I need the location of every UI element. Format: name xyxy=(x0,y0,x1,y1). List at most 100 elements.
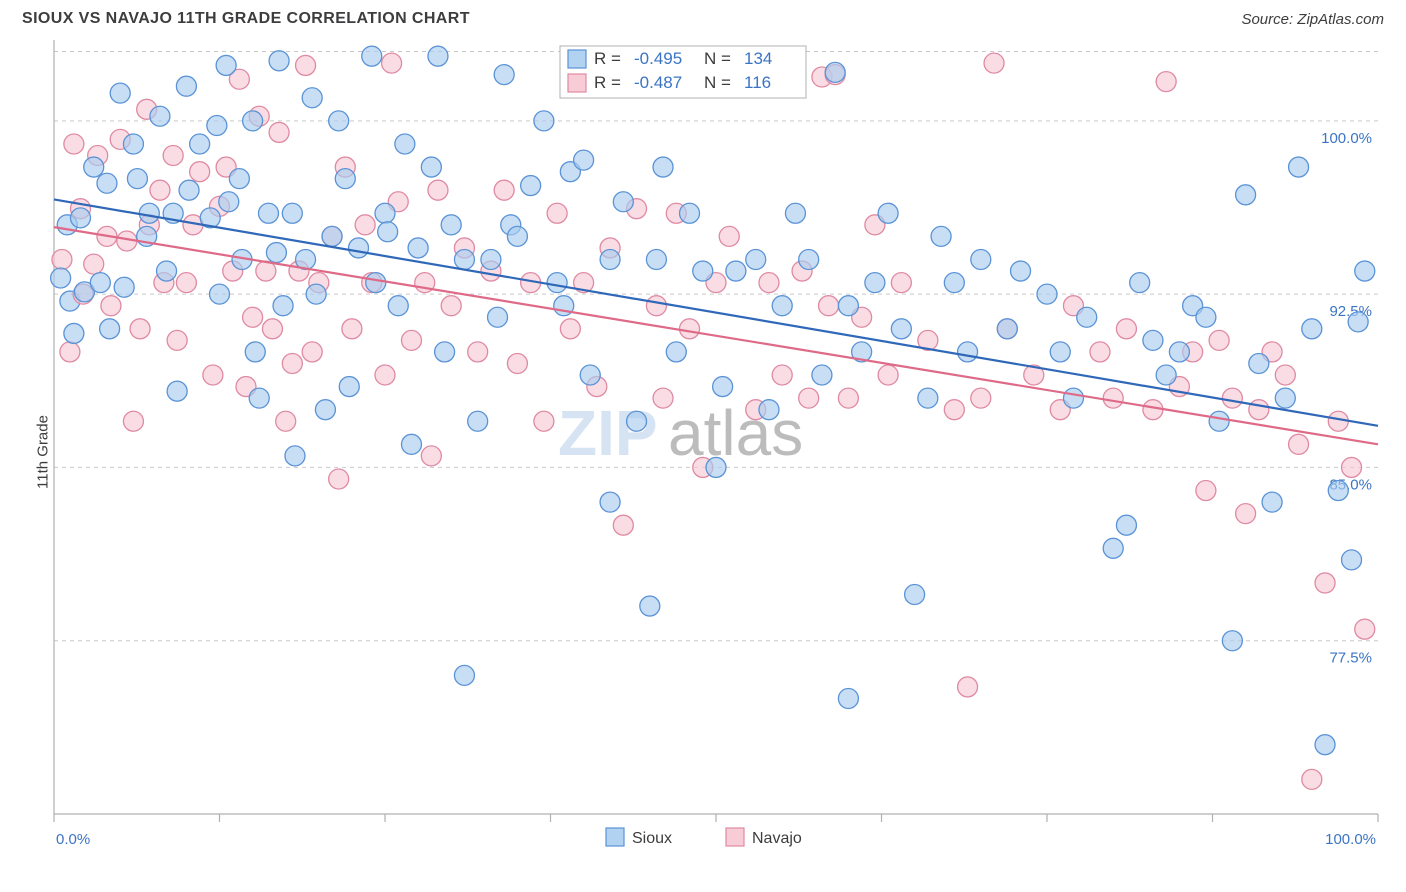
chart-title: SIOUX VS NAVAJO 11TH GRADE CORRELATION C… xyxy=(22,10,470,28)
scatter-point xyxy=(997,319,1017,339)
scatter-point xyxy=(1289,157,1309,177)
scatter-point xyxy=(646,249,666,269)
scatter-point xyxy=(266,243,286,263)
scatter-point xyxy=(382,53,402,73)
legend-swatch xyxy=(568,50,586,68)
scatter-point xyxy=(258,203,278,223)
scatter-point xyxy=(600,492,620,512)
scatter-point xyxy=(838,296,858,316)
legend-label: Navajo xyxy=(752,830,802,847)
scatter-point xyxy=(322,226,342,246)
scatter-point xyxy=(1143,330,1163,350)
scatter-point xyxy=(640,596,660,616)
scatter-point xyxy=(84,157,104,177)
scatter-point xyxy=(441,296,461,316)
scatter-point xyxy=(627,411,647,431)
scatter-point xyxy=(693,261,713,281)
scatter-point xyxy=(1275,365,1295,385)
scatter-point xyxy=(666,342,686,362)
scatter-point xyxy=(219,192,239,212)
scatter-point xyxy=(878,203,898,223)
scatter-point xyxy=(249,388,269,408)
x-tick-label: 100.0% xyxy=(1325,831,1376,848)
scatter-point xyxy=(1156,365,1176,385)
scatter-point xyxy=(395,134,415,154)
scatter-point xyxy=(179,180,199,200)
scatter-point xyxy=(1342,457,1362,477)
scatter-point xyxy=(481,249,501,269)
scatter-point xyxy=(123,411,143,431)
scatter-point xyxy=(339,377,359,397)
scatter-point xyxy=(139,203,159,223)
scatter-point xyxy=(302,342,322,362)
legend-stat: R = xyxy=(594,49,621,68)
scatter-point xyxy=(276,411,296,431)
scatter-point xyxy=(1302,319,1322,339)
scatter-point xyxy=(51,268,71,288)
scatter-point xyxy=(110,83,130,103)
scatter-point xyxy=(150,180,170,200)
scatter-point xyxy=(494,65,514,85)
scatter-point xyxy=(1050,342,1070,362)
scatter-point xyxy=(1156,72,1176,92)
svg-text:atlas: atlas xyxy=(668,397,803,469)
scatter-point xyxy=(150,106,170,126)
legend-label: Sioux xyxy=(632,830,672,847)
scatter-point xyxy=(958,342,978,362)
scatter-point xyxy=(1103,388,1123,408)
scatter-point xyxy=(891,319,911,339)
scatter-point xyxy=(1302,769,1322,789)
scatter-point xyxy=(1130,273,1150,293)
scatter-point xyxy=(1116,515,1136,535)
scatter-point xyxy=(580,365,600,385)
scatter-point xyxy=(262,319,282,339)
scatter-point xyxy=(435,342,455,362)
scatter-point xyxy=(100,319,120,339)
scatter-point xyxy=(282,203,302,223)
scatter-point xyxy=(799,388,819,408)
scatter-point xyxy=(507,353,527,373)
scatter-point xyxy=(428,46,448,66)
scatter-point xyxy=(468,411,488,431)
scatter-point xyxy=(342,319,362,339)
scatter-point xyxy=(971,249,991,269)
scatter-point xyxy=(1077,307,1097,327)
scatter-point xyxy=(1169,342,1189,362)
scatter-point xyxy=(1222,631,1242,651)
scatter-point xyxy=(190,162,210,182)
scatter-point xyxy=(680,203,700,223)
scatter-point xyxy=(52,249,72,269)
scatter-point xyxy=(1196,481,1216,501)
scatter-point xyxy=(375,203,395,223)
scatter-point xyxy=(719,226,739,246)
scatter-point xyxy=(534,111,554,131)
scatter-point xyxy=(680,319,700,339)
scatter-point xyxy=(1209,411,1229,431)
scatter-point xyxy=(210,284,230,304)
legend-swatch xyxy=(726,828,744,846)
scatter-point xyxy=(127,169,147,189)
scatter-point xyxy=(646,296,666,316)
scatter-point xyxy=(167,381,187,401)
scatter-point xyxy=(772,365,792,385)
scatter-point xyxy=(90,273,110,293)
scatter-point xyxy=(574,150,594,170)
legend-stat: -0.495 xyxy=(634,49,682,68)
scatter-point xyxy=(944,273,964,293)
legend-stat: N = xyxy=(704,49,731,68)
scatter-point xyxy=(329,469,349,489)
scatter-point xyxy=(243,111,263,131)
scatter-point xyxy=(362,46,382,66)
legend-swatch xyxy=(606,828,624,846)
scatter-point xyxy=(1103,538,1123,558)
scatter-point xyxy=(84,254,104,274)
legend-stat: -0.487 xyxy=(634,73,682,92)
scatter-point xyxy=(157,261,177,281)
scatter-point xyxy=(1249,400,1269,420)
legend-stat: R = xyxy=(594,73,621,92)
scatter-point xyxy=(1090,342,1110,362)
scatter-point xyxy=(296,55,316,75)
source-label: Source: ZipAtlas.com xyxy=(1241,11,1384,28)
scatter-point xyxy=(315,400,335,420)
scatter-point xyxy=(408,238,428,258)
